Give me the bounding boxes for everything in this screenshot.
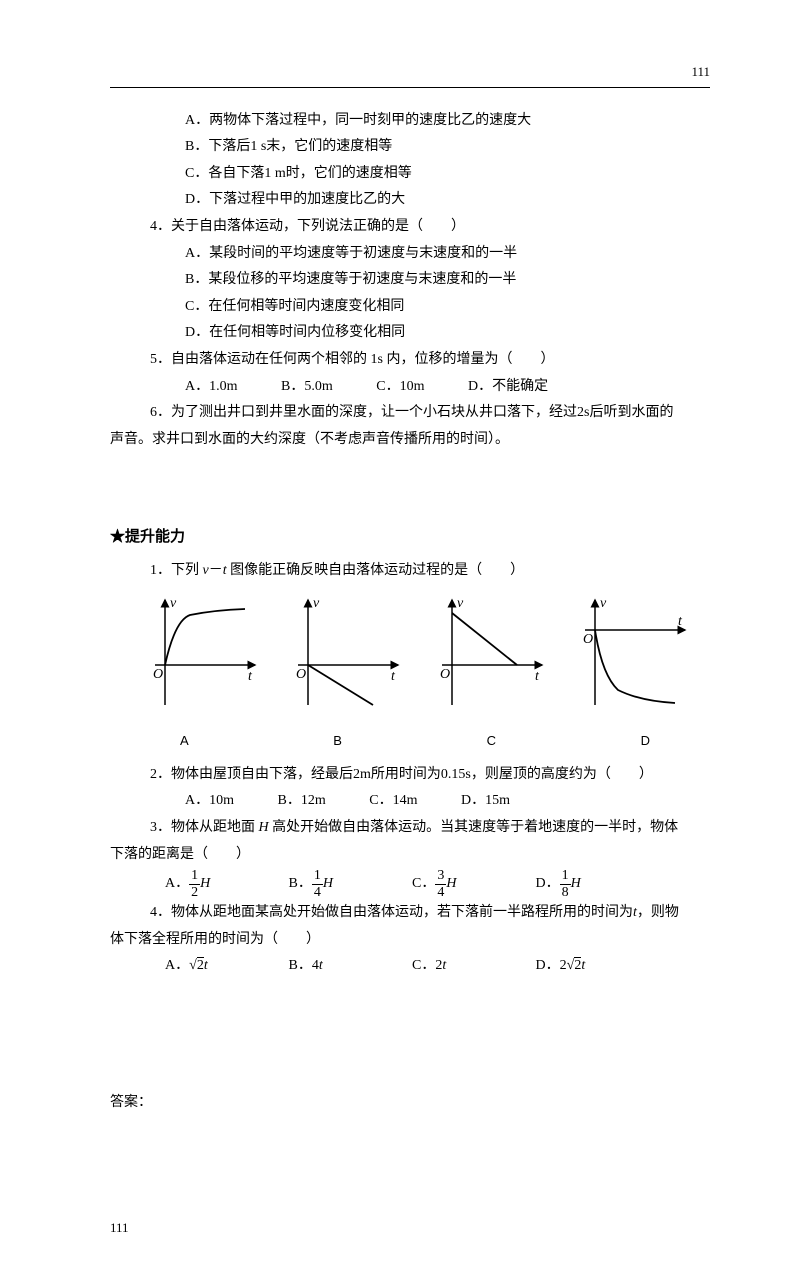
svg-text:t: t (391, 669, 396, 684)
q5-a: A．1.0m (185, 374, 238, 401)
p3-H: H (259, 820, 269, 835)
q4-options: A．某段时间的平均速度等于初速度与末速度和的一半 B．某段位移的平均速度等于初速… (185, 241, 710, 347)
label-b: B (333, 729, 342, 754)
q5-b: B．5.0m (281, 374, 333, 401)
p4-a: A．√2t (165, 953, 285, 980)
q4-b: B．某段位移的平均速度等于初速度与末速度和的一半 (185, 267, 710, 294)
label-d: D (641, 729, 650, 754)
label-a: A (180, 729, 189, 754)
q4-a: A．某段时间的平均速度等于初速度与末速度和的一半 (185, 241, 710, 268)
p3-line1: 3．物体从距地面 H 高处开始做自由落体运动。当其速度等于着地速度的一半时，物体 (150, 815, 710, 842)
opt-b: B．下落后1 s末，它们的速度相等 (185, 134, 710, 161)
p3-d: D．18H (536, 868, 656, 900)
p3-l1b: 高处开始做自由落体运动。当其速度等于着地速度的一半时，物体 (269, 820, 679, 835)
p3-line2: 下落的距离是（ ） (110, 842, 710, 869)
q4-d: D．在任何相等时间内位移变化相同 (185, 320, 710, 347)
opt-a: A．两物体下落过程中，同一时刻甲的速度比乙的速度大 (185, 108, 710, 135)
svg-text:t: t (678, 614, 683, 629)
p3-b: B．14H (289, 868, 409, 900)
p1-stem-b: 图像能正确反映自由落体运动过程的是（ ） (227, 563, 525, 578)
svg-text:v: v (457, 596, 464, 611)
opt-c: C．各自下落1 m时，它们的速度相等 (185, 161, 710, 188)
graph-d: v t O (570, 595, 690, 726)
svg-text:v: v (600, 596, 607, 611)
graph-c-svg: v t O (427, 595, 547, 715)
q6-line2: 声音。求井口到水面的大约深度（不考虑声音传播所用的时间）。 (110, 427, 710, 454)
svg-text:t: t (535, 669, 540, 684)
p4-d: D．2√2t (536, 953, 656, 980)
p2-c: C．14m (369, 788, 417, 815)
p3-a: A．12H (165, 868, 285, 900)
p3-options: A．12H B．14H C．34H D．18H (165, 868, 710, 900)
graph-d-svg: v t O (570, 595, 690, 715)
p3-l1a: 3．物体从距地面 (150, 820, 259, 835)
svg-text:O: O (440, 667, 450, 682)
p2-b: B．12m (278, 788, 326, 815)
p4-line1: 4．物体从距地面某高处开始做自由落体运动，若下落前一半路程所用的时间为t，则物 (150, 900, 710, 927)
label-c: C (487, 729, 496, 754)
q6-line1: 6．为了测出井口到井里水面的深度，让一个小石块从井口落下，经过2s后听到水面的 (150, 400, 710, 427)
svg-text:t: t (248, 669, 253, 684)
opt-d: D．下落过程中甲的加速度比乙的大 (185, 187, 710, 214)
p2-stem: 2．物体由屋顶自由下落，经最后2m所用时间为0.15s，则屋顶的高度约为（ ） (150, 762, 710, 789)
section-title: ★提升能力 (110, 523, 710, 552)
graph-b-svg: v t O (283, 595, 403, 715)
graph-a-svg: v t O (140, 595, 260, 715)
q4-c: C．在任何相等时间内速度变化相同 (185, 294, 710, 321)
q5-options: A．1.0m B．5.0m C．10m D．不能确定 (185, 374, 710, 401)
p2-a: A．10m (185, 788, 234, 815)
p1-stem: 1．下列 v－t 图像能正确反映自由落体运动过程的是（ ） (150, 558, 710, 585)
p4-line2: 体下落全程所用的时间为（ ） (110, 927, 710, 954)
p3-c: C．34H (412, 868, 532, 900)
graph-labels: A B C D (180, 729, 650, 754)
graph-b: v t O (283, 595, 403, 726)
q5-c: C．10m (376, 374, 424, 401)
graph-a: v t O (140, 595, 260, 726)
q5-stem: 5．自由落体运动在任何两个相邻的 1s 内，位移的增量为（ ） (150, 347, 710, 374)
q4-stem: 4．关于自由落体运动，下列说法正确的是（ ） (150, 214, 710, 241)
p4-c: C．2t (412, 953, 532, 980)
graph-c: v t O (427, 595, 547, 726)
q-prev-options: A．两物体下落过程中，同一时刻甲的速度比乙的速度大 B．下落后1 s末，它们的速… (185, 108, 710, 214)
graphs-row: v t O v t O v t O v t O (140, 595, 690, 726)
top-rule (110, 87, 710, 88)
q5-d: D．不能确定 (468, 374, 548, 401)
p2-options: A．10m B．12m C．14m D．15m (185, 788, 710, 815)
svg-text:v: v (170, 596, 177, 611)
page-number-top: 111 (110, 60, 710, 85)
svg-text:O: O (296, 667, 306, 682)
svg-text:O: O (583, 632, 593, 647)
svg-text:v: v (313, 596, 320, 611)
p4-l1a: 4．物体从距地面某高处开始做自由落体运动，若下落前一半路程所用的时间为 (150, 905, 633, 920)
answer-label: 答案： (110, 1090, 710, 1117)
vt-dash: － (209, 563, 223, 578)
p4-options: A．√2t B．4t C．2t D．2√2t (165, 953, 710, 980)
p2-d: D．15m (461, 788, 510, 815)
page-number-bottom: 111 (110, 1216, 710, 1241)
p4-l1b: ，则物 (637, 905, 679, 920)
svg-text:O: O (153, 667, 163, 682)
p4-b: B．4t (289, 953, 409, 980)
p1-stem-a: 1．下列 (150, 563, 203, 578)
